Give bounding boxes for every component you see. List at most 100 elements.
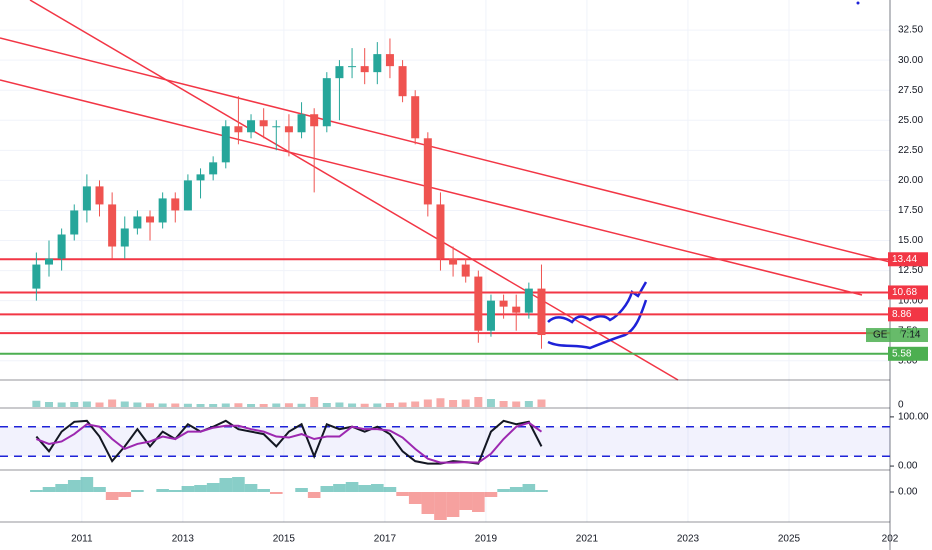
volume-bar [259, 404, 268, 407]
macd-bar [509, 487, 523, 492]
macd-bar [131, 490, 144, 492]
candle-body [499, 300, 508, 307]
trend-line [0, 37, 891, 263]
volume-bar [209, 404, 218, 407]
candle-body [512, 306, 521, 313]
last-price-box [866, 328, 928, 343]
candle-body [209, 162, 218, 175]
candle-body [70, 210, 79, 235]
macd-bar [244, 484, 258, 492]
candle-body [449, 258, 458, 265]
macd-bar [484, 492, 498, 497]
volume-bar [322, 403, 331, 407]
candle-body [411, 96, 420, 139]
candle-body [44, 258, 53, 265]
candle-body [385, 54, 394, 67]
candle-body [360, 66, 369, 73]
macd-bar [434, 492, 447, 520]
candle-body [297, 114, 306, 133]
price-label: 13.44 [892, 254, 917, 265]
volume-bar [486, 399, 495, 407]
x-tick-label: 2021 [576, 534, 599, 545]
macd-bar [181, 486, 195, 492]
candle-body [486, 300, 495, 331]
x-tick-label: 2025 [778, 534, 801, 545]
macd-bar [320, 486, 334, 492]
macd-bar [383, 487, 397, 492]
volume-bar [272, 403, 281, 407]
candle-body [247, 120, 256, 133]
volume-bar [133, 402, 142, 407]
last-price-label: 7.14 [901, 330, 921, 341]
x-tick-label: 2023 [677, 534, 700, 545]
volume-bar [348, 403, 357, 407]
candle-body [120, 228, 129, 247]
freehand-drawing [547, 281, 648, 350]
candle-body [348, 66, 357, 68]
volume-bar [120, 401, 129, 407]
y-tick-label: 22.50 [898, 145, 923, 156]
band-fill [0, 426, 890, 457]
candle-body [310, 114, 319, 127]
candle-body [171, 198, 180, 211]
trend-line [29, 0, 679, 381]
volume-bar [183, 403, 192, 407]
candle-body [196, 174, 205, 181]
drawings [0, 0, 891, 381]
macd-bar [194, 485, 207, 492]
macd-bar [42, 487, 56, 492]
candle-body [221, 126, 230, 163]
macd-bar [219, 478, 233, 492]
candle-body [461, 264, 470, 277]
volume-bar [398, 402, 407, 407]
volume-bar [512, 401, 521, 407]
macd-bar [30, 490, 43, 492]
y-tick-label: 15.00 [898, 235, 923, 246]
macd-bar [459, 492, 473, 510]
volume-bar [234, 403, 243, 407]
macd-bar [105, 492, 119, 500]
y-tick-label: 20.00 [898, 175, 923, 186]
y-tick-label: 5.00 [898, 355, 918, 366]
macd-bar [156, 489, 169, 492]
volume-bar [423, 399, 432, 407]
volume-bar [146, 403, 155, 407]
y-tick-label: 30.00 [898, 55, 923, 66]
x-tick-label: 2019 [475, 534, 498, 545]
macd-bar [67, 480, 81, 492]
volume-bar [537, 399, 546, 407]
macd-bar [206, 483, 220, 492]
volume-bar [449, 400, 458, 407]
price-label-box [888, 307, 928, 322]
macd-bar [371, 484, 384, 492]
volume-bar [95, 402, 104, 407]
price-label-box [888, 285, 928, 300]
volume-bar [310, 397, 319, 407]
macd-bar [446, 492, 460, 517]
price-label: 8.86 [892, 309, 912, 320]
candle-body [32, 264, 41, 289]
candle-body [108, 204, 117, 247]
y-tick-label: 0 [898, 400, 904, 411]
macd-bar [307, 492, 321, 498]
candle-body [423, 138, 432, 205]
y-tick-label: 0.00 [898, 461, 918, 472]
candle-body [95, 186, 104, 205]
macd-bar [472, 492, 485, 512]
candle-body [57, 234, 66, 259]
volume-bar [373, 403, 382, 407]
macd-bar [232, 477, 245, 492]
candle-body [398, 66, 407, 97]
macd-bar [522, 484, 536, 492]
y-tick-label: 32.50 [898, 25, 923, 36]
y-tick-label: 0.00 [898, 487, 918, 498]
symbol-label: GE [873, 330, 888, 341]
candle-body [335, 66, 344, 79]
candle-body [373, 54, 382, 73]
volume-bar [524, 401, 533, 407]
macd-bar [257, 489, 270, 492]
macd-bar [358, 485, 371, 492]
volume-bar [335, 402, 344, 407]
y-tick-label: 100.00 [898, 412, 929, 423]
